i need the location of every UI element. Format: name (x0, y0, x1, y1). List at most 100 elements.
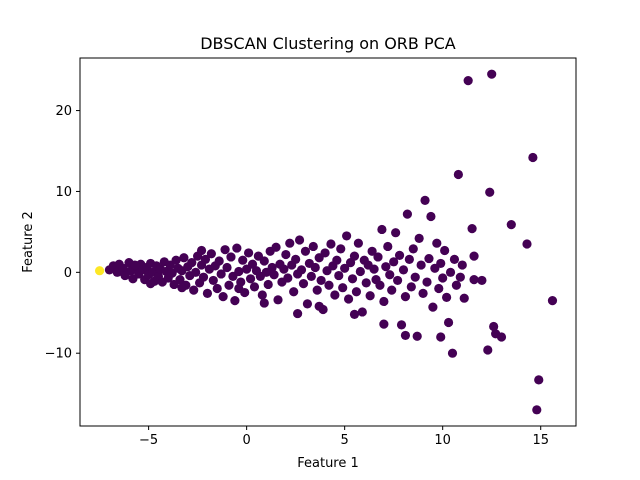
y-tick-label: 20 (55, 104, 72, 119)
x-tick-label: 0 (242, 433, 250, 448)
data-point (342, 231, 352, 241)
data-point (187, 258, 197, 268)
data-point (406, 282, 416, 292)
data-point (459, 293, 469, 303)
data-point (291, 254, 301, 264)
data-point (447, 348, 458, 358)
data-point (455, 272, 465, 282)
data-point (336, 244, 346, 254)
data-point (434, 283, 444, 294)
data-point (453, 169, 463, 180)
data-point (259, 298, 269, 308)
x-tick-label: 10 (434, 433, 451, 448)
chart-title: DBSCAN Clustering on ORB PCA (200, 34, 456, 53)
data-point (269, 270, 279, 280)
data-point (226, 252, 236, 262)
data-point (383, 241, 393, 252)
data-point (222, 262, 232, 273)
data-point (214, 256, 224, 266)
data-point (232, 243, 242, 253)
data-point (381, 262, 391, 272)
data-point (200, 254, 211, 264)
data-point (267, 262, 277, 273)
plot-frame (79, 57, 577, 427)
data-point (198, 272, 209, 282)
data-point (438, 273, 448, 283)
data-point (400, 291, 411, 302)
data-point (428, 302, 438, 312)
data-point (202, 288, 213, 298)
data-point (330, 290, 340, 300)
data-point (414, 233, 424, 243)
data-point (340, 263, 350, 273)
data-point (283, 273, 293, 283)
data-point (436, 332, 446, 342)
data-point (387, 285, 397, 295)
data-point (483, 345, 493, 355)
data-point (257, 290, 267, 300)
data-point (436, 258, 446, 269)
data-point (314, 301, 324, 311)
data-point (365, 291, 375, 301)
data-point (367, 246, 377, 256)
data-point (245, 274, 256, 284)
data-point (410, 272, 420, 282)
data-point (175, 275, 185, 285)
data-point (334, 270, 344, 281)
data-point (279, 264, 289, 274)
data-point (206, 249, 216, 259)
data-point (532, 405, 542, 415)
data-point (534, 375, 544, 385)
data-point (408, 244, 418, 254)
data-point (320, 248, 330, 258)
data-point (118, 263, 128, 273)
data-point (298, 279, 309, 289)
data-point (391, 228, 401, 238)
data-point (273, 295, 283, 305)
data-point (355, 266, 365, 277)
data-point (373, 252, 383, 262)
data-point (216, 269, 226, 279)
data-point (95, 266, 105, 276)
data-point (308, 241, 318, 252)
data-point (212, 283, 222, 294)
data-point (375, 280, 385, 290)
data-point (361, 278, 371, 288)
data-point (467, 224, 477, 234)
data-point (412, 331, 422, 341)
data-point (208, 275, 218, 286)
data-point (293, 308, 303, 319)
data-point (294, 235, 305, 245)
data-point (289, 287, 299, 297)
x-axis-ticks: −5 0 5 10 15 (139, 426, 549, 448)
data-point (402, 209, 412, 219)
data-point (300, 246, 311, 256)
y-tick-label: 10 (55, 185, 72, 200)
data-point (324, 280, 334, 290)
y-tick-label: 0 (64, 266, 72, 281)
data-point (389, 257, 399, 267)
data-point (449, 254, 460, 264)
data-point (443, 317, 454, 328)
data-point (496, 332, 507, 342)
data-point (469, 251, 479, 261)
data-point (420, 195, 430, 205)
data-point (263, 279, 273, 290)
data-point (353, 238, 363, 248)
data-point (487, 69, 497, 79)
data-point (416, 260, 426, 270)
data-point (506, 220, 516, 230)
y-tick-label: −10 (45, 347, 72, 362)
data-point (259, 256, 269, 266)
data-point (385, 270, 395, 280)
data-point (432, 238, 442, 248)
data-point (404, 254, 414, 264)
data-point (485, 187, 495, 197)
data-point (171, 255, 181, 265)
data-point (271, 242, 281, 252)
data-points (95, 69, 558, 415)
data-point (522, 239, 532, 249)
x-tick-label: −5 (139, 433, 158, 448)
data-point (422, 277, 432, 287)
